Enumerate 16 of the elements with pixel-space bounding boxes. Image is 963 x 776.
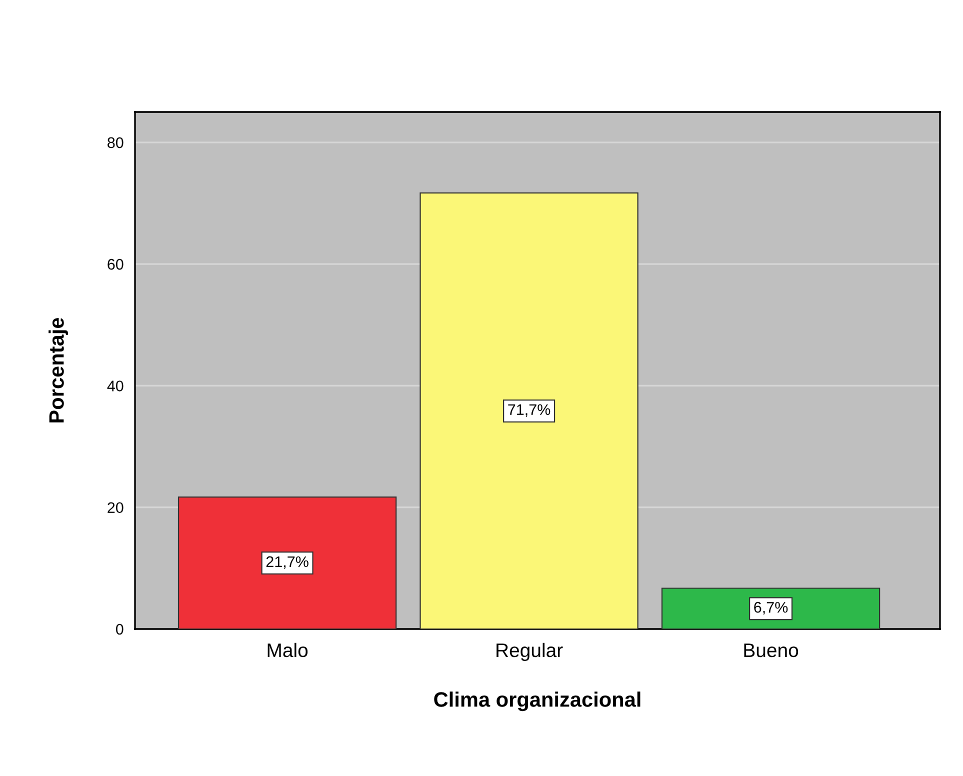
- bar: [420, 192, 638, 629]
- x-tick-label: Regular: [496, 642, 563, 662]
- data-label: 21,7%: [266, 556, 308, 569]
- data-label: 71,7%: [508, 404, 550, 417]
- x-tick-label: Bueno: [744, 644, 798, 658]
- y-axis-title: Porcentaje: [48, 318, 68, 422]
- y-tick-label: 40: [107, 380, 124, 392]
- bar: [661, 588, 880, 629]
- data-label: 6,7%: [754, 602, 788, 615]
- bar: [178, 496, 397, 629]
- y-tick-label: 60: [108, 258, 124, 270]
- y-tick-label: 0: [116, 624, 124, 635]
- x-axis-title: Clima organizacional: [434, 692, 640, 712]
- x-tick-label: Malo: [268, 642, 308, 658]
- y-tick-label: 80: [108, 137, 124, 148]
- y-tick-label: 20: [108, 502, 124, 514]
